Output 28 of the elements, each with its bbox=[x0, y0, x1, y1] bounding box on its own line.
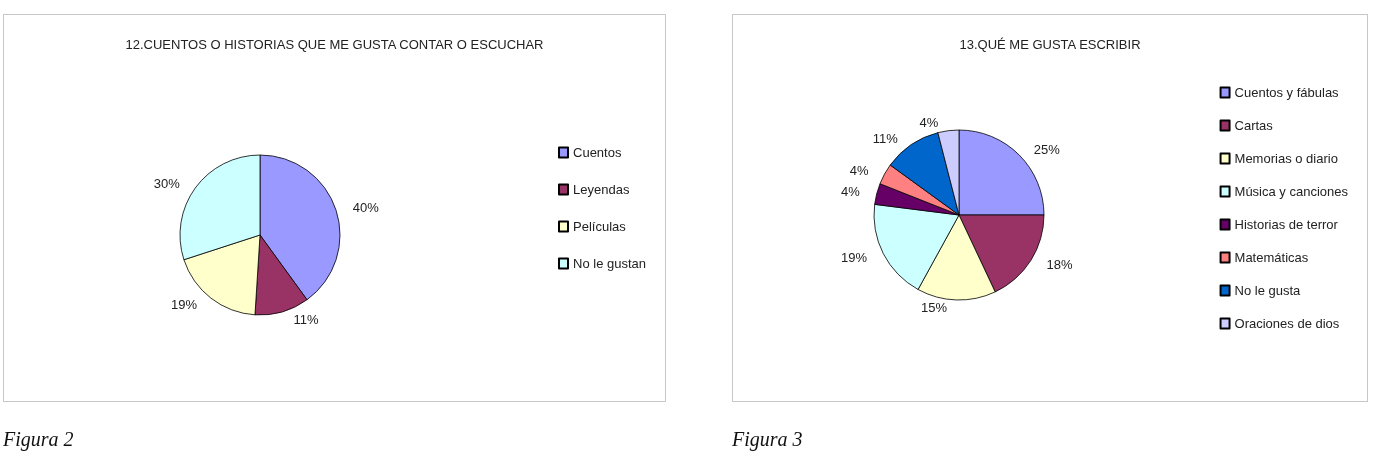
data-label: 19% bbox=[171, 297, 198, 313]
legend-label: Cartas bbox=[1234, 118, 1274, 133]
legend-label: Música y canciones bbox=[1234, 184, 1349, 199]
text: Figura 2 bbox=[3, 428, 74, 451]
data-label: 4% bbox=[849, 162, 869, 178]
legend-label: Cuentos y fábulas bbox=[1234, 85, 1340, 100]
legend-label: Matemáticas bbox=[1234, 250, 1309, 265]
legend-label: Películas bbox=[573, 219, 627, 234]
legend-label: No le gusta bbox=[1234, 283, 1302, 298]
data-label: 4% bbox=[841, 184, 861, 200]
data-label: 11% bbox=[872, 130, 899, 146]
data-label: 25% bbox=[1033, 141, 1061, 157]
chart-title: 13.QUÉ ME GUSTA ESCRIBIR bbox=[959, 36, 1141, 52]
legend-label: No le gustan bbox=[573, 256, 647, 271]
legend-label: Oraciones de dios bbox=[1234, 316, 1340, 331]
data-label: 18% bbox=[1046, 257, 1073, 273]
legend-label: Cuentos bbox=[573, 145, 622, 160]
legend-label: Leyendas bbox=[573, 182, 630, 197]
legend-label: Memorias o diario bbox=[1234, 151, 1338, 166]
data-label: 19% bbox=[841, 249, 868, 265]
legend-label: Historias de terror bbox=[1234, 217, 1339, 232]
data-label: 15% bbox=[921, 300, 948, 316]
chart-title: 12.CUENTOS O HISTORIAS QUE ME GUSTA CONTAR O ESCUCHAR bbox=[125, 36, 544, 52]
text: Figura 3 bbox=[732, 428, 803, 451]
data-label: 30% bbox=[153, 175, 181, 191]
data-label: 40% bbox=[352, 200, 380, 216]
data-label: 4% bbox=[919, 115, 939, 131]
data-label: 11% bbox=[293, 312, 320, 328]
